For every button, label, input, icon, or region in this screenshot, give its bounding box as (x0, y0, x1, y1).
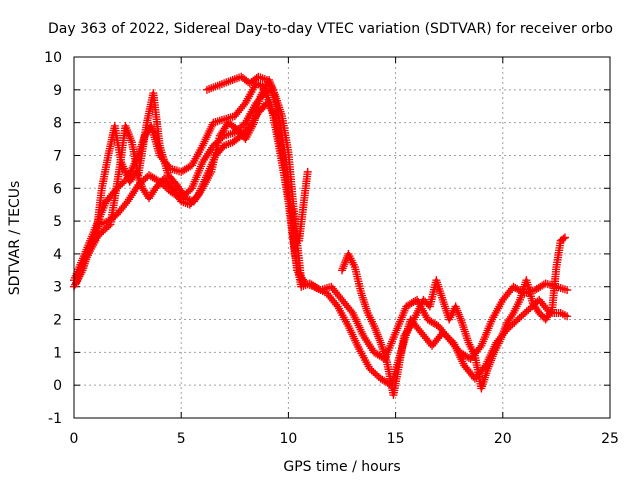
x-tick-label: 20 (494, 431, 512, 447)
data-point-marker (297, 276, 306, 285)
data-point-marker (303, 167, 312, 176)
data-point-marker (269, 85, 278, 94)
x-tick-label: 0 (70, 431, 79, 447)
y-tick-label: 0 (53, 378, 62, 394)
y-tick-label: 4 (53, 247, 62, 263)
data-markers (70, 72, 572, 400)
data-point-marker (332, 300, 341, 309)
y-tick-label: 2 (53, 313, 62, 329)
y-axis-label: SDTVAR / TECUs (7, 181, 23, 296)
y-tick-label: 10 (44, 50, 62, 66)
series-4 (74, 75, 306, 285)
x-tick-label: 5 (177, 431, 186, 447)
axis-ticks: -1 0 1 2 3 4 5 6 7 8 9 10 0 5 10 15 20 25 (44, 50, 619, 447)
y-tick-label: 3 (53, 280, 62, 296)
data-point-marker (560, 233, 569, 242)
data-point-marker (239, 100, 248, 109)
data-point-marker (104, 222, 113, 231)
y-tick-label: 5 (53, 214, 62, 230)
series-6 (338, 233, 569, 400)
data-point-marker (559, 234, 568, 243)
series-5 (202, 72, 278, 94)
x-tick-label: 25 (601, 431, 619, 447)
chart-title: Day 363 of 2022, Sidereal Day-to-day VTE… (48, 21, 613, 37)
y-tick-label: 8 (53, 116, 62, 132)
y-tick-label: 7 (53, 148, 62, 164)
data-point-marker (563, 286, 572, 295)
data-point-marker (475, 343, 484, 352)
x-tick-label: 10 (279, 431, 297, 447)
y-tick-label: 9 (53, 83, 62, 99)
y-tick-label: 6 (53, 181, 62, 197)
plot-frame (73, 56, 611, 419)
y-tick-label: 1 (53, 345, 62, 361)
data-point-marker (563, 312, 572, 321)
y-tick-label: -1 (48, 411, 62, 427)
x-tick-label: 15 (387, 431, 405, 447)
x-axis-label: GPS time / hours (283, 459, 400, 475)
data-point-marker (270, 110, 279, 119)
